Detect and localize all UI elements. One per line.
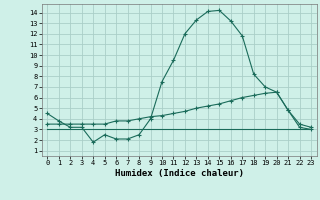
X-axis label: Humidex (Indice chaleur): Humidex (Indice chaleur) [115, 169, 244, 178]
